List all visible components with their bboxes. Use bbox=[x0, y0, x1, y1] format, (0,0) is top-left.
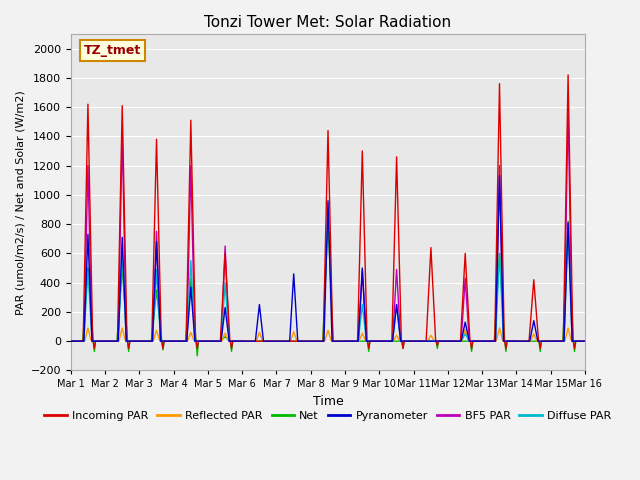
Y-axis label: PAR (umol/m2/s) / Net and Solar (W/m2): PAR (umol/m2/s) / Net and Solar (W/m2) bbox=[15, 90, 25, 314]
Text: TZ_tmet: TZ_tmet bbox=[84, 44, 141, 57]
X-axis label: Time: Time bbox=[312, 395, 343, 408]
Title: Tonzi Tower Met: Solar Radiation: Tonzi Tower Met: Solar Radiation bbox=[204, 15, 451, 30]
Legend: Incoming PAR, Reflected PAR, Net, Pyranometer, BF5 PAR, Diffuse PAR: Incoming PAR, Reflected PAR, Net, Pyrano… bbox=[40, 407, 616, 425]
